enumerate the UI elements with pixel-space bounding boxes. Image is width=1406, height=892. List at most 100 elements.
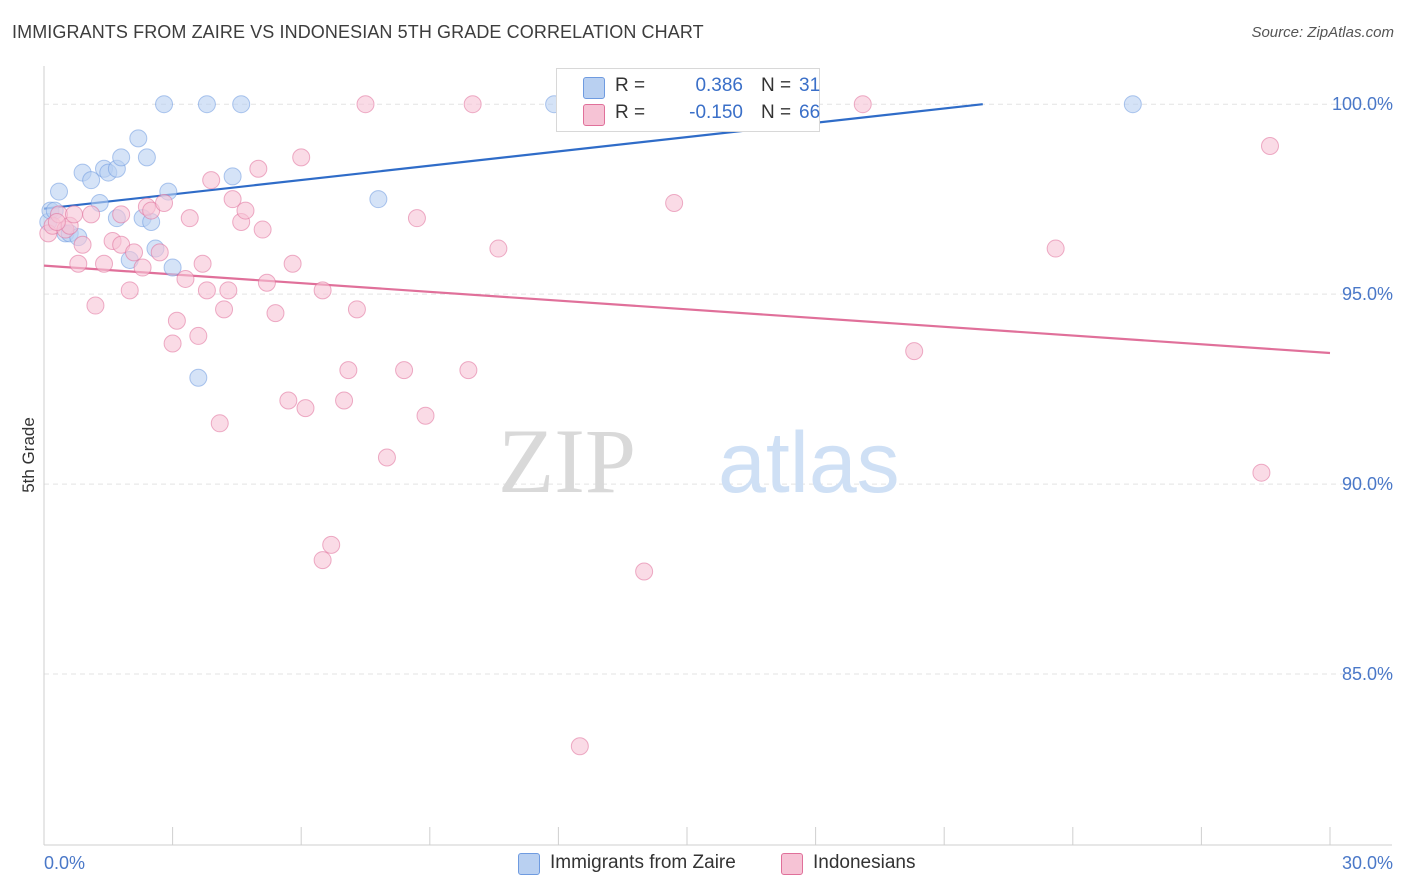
- data-point: [313, 551, 332, 570]
- data-point: [133, 258, 152, 277]
- data-point: [369, 190, 388, 209]
- bottom-legend-label-zaire: Immigrants from Zaire: [550, 852, 736, 873]
- data-point: [125, 243, 144, 262]
- legend-n-value: 31: [799, 75, 821, 96]
- data-point: [47, 212, 66, 231]
- data-point: [82, 205, 101, 224]
- data-point: [163, 258, 182, 277]
- data-point: [853, 95, 872, 114]
- data-point: [202, 171, 221, 190]
- data-point: [407, 209, 426, 228]
- watermark-zip: ZIP: [498, 410, 636, 512]
- data-point: [197, 281, 216, 300]
- y-tick-label: 85.0%: [1342, 664, 1393, 684]
- data-point: [416, 406, 435, 425]
- data-point: [180, 209, 199, 228]
- legend-swatch-indonesians: [583, 104, 605, 126]
- data-point: [905, 342, 924, 361]
- legend-n-value: 66: [799, 102, 821, 123]
- data-point: [155, 193, 174, 212]
- bottom-legend-label-indonesians: Indonesians: [813, 852, 916, 873]
- data-point: [197, 95, 216, 114]
- data-point: [635, 562, 654, 581]
- data-point: [65, 205, 84, 224]
- data-point: [69, 254, 88, 273]
- data-point: [395, 361, 414, 380]
- data-point: [322, 535, 341, 554]
- bottom-legend-swatch-indonesians: [781, 853, 803, 875]
- data-point: [292, 148, 311, 167]
- data-point: [236, 201, 255, 220]
- data-point: [339, 361, 358, 380]
- data-point: [82, 171, 101, 190]
- data-point: [112, 148, 131, 167]
- y-tick-label: 100.0%: [1332, 94, 1393, 114]
- data-point: [347, 300, 366, 319]
- trend-line-zaire: [43, 103, 983, 210]
- legend-r-label: R =: [615, 75, 646, 96]
- legend-r-value: 0.386: [695, 75, 743, 96]
- data-points: [39, 95, 1279, 756]
- legend-r-label: R =: [615, 102, 646, 123]
- data-point: [137, 148, 156, 167]
- legend-n-label: N =: [761, 75, 792, 96]
- legend-swatch-zaire: [583, 77, 605, 99]
- source-label: Source: ZipAtlas.com: [1251, 24, 1394, 41]
- data-point: [279, 391, 298, 410]
- x-tick-label: 0.0%: [44, 853, 85, 873]
- data-point: [223, 190, 242, 209]
- data-point: [223, 167, 242, 186]
- y-axis-title: 5th Grade: [19, 417, 38, 493]
- data-point: [1260, 136, 1279, 155]
- data-point: [296, 399, 315, 418]
- data-point: [95, 254, 114, 273]
- data-point: [112, 205, 131, 224]
- series-points-indonesians: [39, 95, 1279, 756]
- trend-line-indonesians: [43, 264, 1331, 355]
- watermark: ZIP atlas: [498, 410, 900, 512]
- data-point: [167, 311, 186, 330]
- data-point: [120, 281, 139, 300]
- series-points-zaire: [39, 95, 1142, 387]
- data-point: [266, 304, 285, 323]
- data-point: [155, 95, 174, 114]
- data-point: [489, 239, 508, 258]
- data-point: [210, 414, 229, 433]
- bottom-legend-swatch-zaire: [518, 853, 540, 875]
- data-point: [665, 193, 684, 212]
- data-point: [73, 235, 92, 254]
- data-point: [313, 281, 332, 300]
- y-tick-labels: 100.0% 95.0% 90.0% 85.0%: [1332, 94, 1393, 684]
- data-point: [176, 269, 195, 288]
- data-point: [1123, 95, 1142, 114]
- data-point: [1046, 239, 1065, 258]
- data-point: [459, 361, 478, 380]
- data-point: [129, 129, 148, 148]
- data-point: [356, 95, 375, 114]
- chart-title: IMMIGRANTS FROM ZAIRE VS INDONESIAN 5TH …: [12, 22, 704, 42]
- data-point: [335, 391, 354, 410]
- data-point: [163, 334, 182, 353]
- gridlines: [44, 103, 1392, 675]
- data-point: [377, 448, 396, 467]
- data-point: [50, 182, 69, 201]
- legend-n-label: N =: [761, 102, 792, 123]
- y-tick-label: 90.0%: [1342, 474, 1393, 494]
- data-point: [257, 273, 276, 292]
- data-point: [215, 300, 234, 319]
- watermark-atlas: atlas: [718, 415, 900, 511]
- legend-r-value: -0.150: [689, 102, 743, 123]
- data-point: [253, 220, 272, 239]
- data-point: [193, 254, 212, 273]
- data-point: [189, 368, 208, 387]
- axes: [43, 66, 1392, 846]
- data-point: [86, 296, 105, 315]
- x-tick-labels: 0.0% 30.0%: [44, 853, 1393, 873]
- data-point: [1252, 463, 1271, 482]
- data-point: [150, 243, 169, 262]
- correlation-legend: R = 0.386 N = 31 R = -0.150 N = 66: [556, 68, 820, 132]
- y-tick-label: 95.0%: [1342, 284, 1393, 304]
- x-tick-label: 30.0%: [1342, 853, 1393, 873]
- data-point: [283, 254, 302, 273]
